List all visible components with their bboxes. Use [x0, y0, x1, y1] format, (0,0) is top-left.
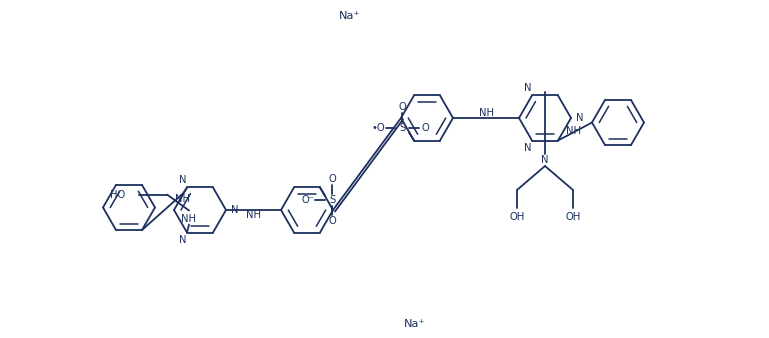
Text: N: N [524, 143, 531, 153]
Text: Na⁺: Na⁺ [339, 11, 361, 21]
Text: HO: HO [110, 190, 125, 199]
Text: •O: •O [371, 122, 384, 132]
Text: NH: NH [566, 125, 581, 136]
Text: N: N [524, 82, 531, 93]
Text: S: S [329, 195, 335, 206]
Text: NH: NH [175, 194, 189, 204]
Text: S: S [399, 122, 405, 132]
Text: O⁻: O⁻ [301, 195, 315, 206]
Text: NH: NH [478, 108, 494, 118]
Text: O: O [421, 122, 429, 132]
Text: NH: NH [181, 214, 197, 223]
Text: N: N [178, 235, 186, 245]
Text: O: O [398, 101, 406, 112]
Text: N: N [231, 205, 239, 215]
Text: N: N [576, 113, 584, 123]
Text: N: N [541, 155, 549, 165]
Text: O: O [328, 216, 336, 226]
Text: N: N [178, 175, 186, 185]
Text: NH: NH [246, 210, 261, 220]
Text: O: O [328, 174, 336, 185]
Text: OH: OH [565, 212, 581, 222]
Text: OH: OH [509, 212, 524, 222]
Text: Na⁺: Na⁺ [404, 319, 426, 329]
